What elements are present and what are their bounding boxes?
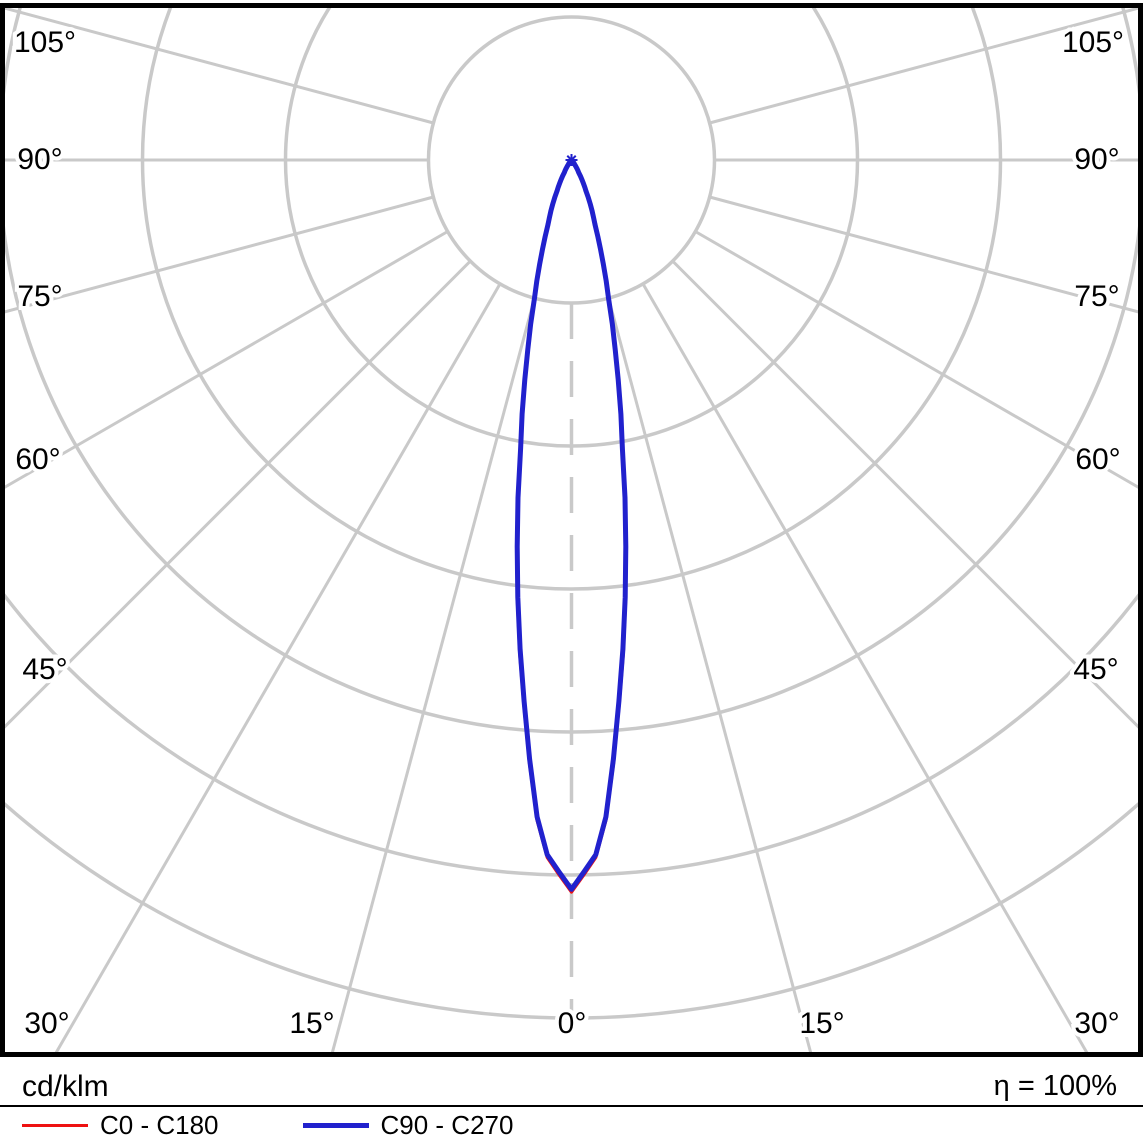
angle-label-left: 60°: [15, 443, 60, 476]
angle-label-right: 105°: [1062, 26, 1124, 59]
grid-ray: [5, 195, 434, 314]
grid-ray: [694, 230, 1138, 489]
legend-swatch-red-line: [22, 1123, 88, 1127]
angle-label-left: 45°: [22, 653, 67, 686]
angle-label-bottom: 15°: [799, 1007, 844, 1040]
angle-label-bottom: 30°: [24, 1007, 69, 1040]
grid-ray: [641, 283, 1089, 1052]
angle-label-bottom: 0°: [558, 1007, 587, 1040]
angle-label-right: 60°: [1075, 443, 1120, 476]
center-star-marker: [565, 154, 578, 166]
angle-label-left: 90°: [17, 143, 62, 176]
polar-intensity-chart: 105° 90° 75° 60° 45° 105° 90° 75° 60° 45° 30° 15° 0°…: [0, 3, 1143, 1057]
unit-label: cd/klm: [22, 1069, 109, 1103]
grid-ray: [607, 297, 813, 1052]
grid-ray: [671, 260, 1138, 729]
legend: C0 - C180 C90 - C270: [0, 1107, 1143, 1143]
legend-swatch-blue-line: [302, 1122, 369, 1128]
grid-ray: [709, 195, 1138, 314]
legend-item-c90-c270: C90 - C270: [302, 1109, 514, 1141]
divider-line: [0, 1105, 1143, 1107]
efficiency-label: η = 100%: [993, 1070, 1117, 1102]
angle-label-right: 90°: [1074, 143, 1119, 176]
grid-ray: [5, 260, 472, 729]
angle-label-left: 75°: [17, 280, 62, 313]
angle-label-bottom: 30°: [1074, 1007, 1119, 1040]
grid-ray: [5, 8, 434, 125]
legend-label-c0-c180: C0 - C180: [100, 1109, 219, 1140]
grid-ray: [709, 8, 1138, 125]
angle-label-right: 75°: [1074, 280, 1119, 313]
grid-ray: [5, 230, 449, 489]
angle-label-right: 45°: [1073, 653, 1118, 686]
footer-labels-row: cd/klm η = 100%: [0, 1067, 1143, 1105]
grid-ray: [54, 283, 502, 1052]
angle-label-bottom: 15°: [289, 1007, 334, 1040]
legend-label-c90-c270: C90 - C270: [380, 1109, 514, 1140]
grid-ray: [330, 297, 536, 1052]
chart-frame: [0, 3, 1143, 1057]
chart-footer: cd/klm η = 100% C0 - C180 C90 - C270: [0, 1067, 1143, 1143]
grid-ring: [5, 593, 1138, 877]
legend-item-c0-c180: C0 - C180: [22, 1110, 219, 1141]
angle-label-left: 105°: [14, 26, 76, 59]
